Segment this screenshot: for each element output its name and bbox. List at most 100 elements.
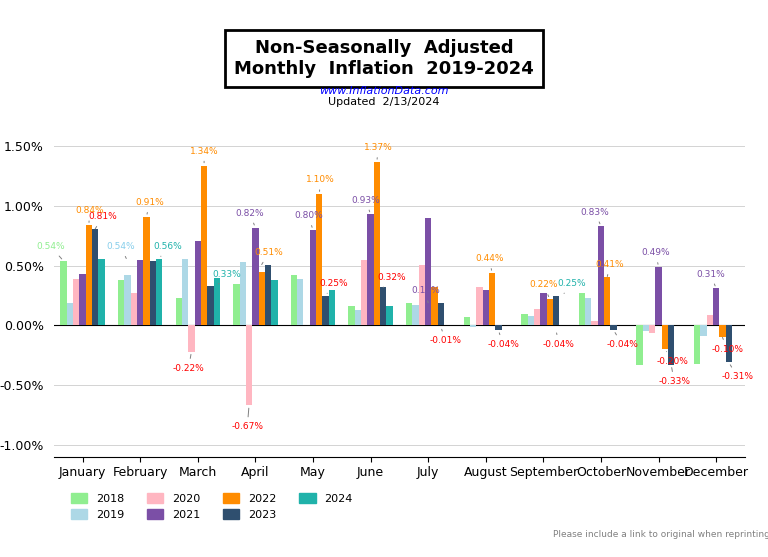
Bar [521, 314, 528, 325]
Bar [412, 305, 419, 325]
Bar [438, 303, 444, 325]
Bar [367, 214, 374, 325]
Bar [598, 226, 604, 325]
Bar [649, 325, 655, 333]
Text: 0.19%: 0.19% [411, 286, 439, 303]
Bar [323, 296, 329, 325]
Bar [233, 284, 240, 325]
Bar [355, 310, 361, 325]
Bar [150, 261, 156, 325]
Text: 0.51%: 0.51% [254, 248, 283, 265]
Bar [432, 287, 438, 325]
Bar [464, 317, 470, 325]
Text: 0.82%: 0.82% [235, 209, 264, 225]
Bar [637, 325, 643, 365]
Bar [92, 229, 98, 325]
Text: 0.31%: 0.31% [696, 270, 725, 286]
Bar [425, 218, 432, 325]
Bar [380, 287, 386, 325]
Bar [655, 267, 662, 325]
Bar [361, 260, 367, 325]
Bar [547, 299, 553, 325]
Bar [476, 287, 482, 325]
Bar [144, 217, 150, 325]
Text: 0.41%: 0.41% [596, 260, 624, 276]
Text: 0.54%: 0.54% [106, 242, 135, 258]
Bar [419, 265, 425, 325]
Bar [214, 278, 220, 325]
Bar [194, 241, 201, 325]
Bar [201, 165, 207, 325]
Text: Non-Seasonally  Adjusted
Monthly  Inflation  2019-2024: Non-Seasonally Adjusted Monthly Inflatio… [234, 39, 534, 78]
Bar [662, 325, 668, 349]
Bar [707, 315, 713, 325]
Text: 0.49%: 0.49% [641, 248, 670, 264]
Bar [176, 298, 182, 325]
Bar [374, 162, 380, 325]
Bar [182, 258, 188, 325]
Bar [585, 298, 591, 325]
Text: 0.80%: 0.80% [294, 211, 323, 227]
Text: -0.20%: -0.20% [657, 351, 689, 366]
Text: 1.34%: 1.34% [190, 146, 218, 163]
Text: 0.83%: 0.83% [581, 208, 610, 224]
Bar [489, 273, 495, 325]
Bar [252, 228, 259, 325]
Text: 1.37%: 1.37% [364, 143, 392, 159]
Text: 0.84%: 0.84% [75, 206, 104, 222]
Bar [297, 279, 303, 325]
Bar [188, 325, 194, 351]
Bar [131, 293, 137, 325]
Legend: 2018, 2019, 2020, 2021, 2022, 2023, 2024: 2018, 2019, 2020, 2021, 2022, 2023, 2024 [66, 488, 357, 525]
Text: 0.91%: 0.91% [135, 198, 164, 214]
Bar [386, 306, 392, 325]
Bar [534, 309, 540, 325]
Bar [349, 306, 355, 325]
Bar [316, 194, 323, 325]
Bar [611, 325, 617, 330]
Bar [726, 325, 732, 363]
Text: 0.32%: 0.32% [377, 273, 406, 287]
Text: 0.54%: 0.54% [37, 242, 65, 259]
Text: Please include a link to original when reprinting: Please include a link to original when r… [553, 530, 768, 539]
Bar [643, 325, 649, 331]
Bar [86, 225, 92, 325]
Bar [265, 265, 271, 325]
Bar [700, 325, 707, 336]
Text: Updated  2/13/2024: Updated 2/13/2024 [328, 97, 440, 107]
Bar [98, 258, 104, 325]
Text: 1.10%: 1.10% [306, 175, 335, 192]
Bar [553, 296, 559, 325]
Bar [591, 321, 598, 325]
Text: -0.10%: -0.10% [711, 338, 743, 354]
Text: 0.25%: 0.25% [319, 279, 348, 294]
Bar [329, 290, 335, 325]
Bar [61, 261, 67, 325]
Bar [482, 290, 489, 325]
Bar [73, 279, 79, 325]
Bar [240, 262, 246, 325]
Bar [137, 260, 144, 325]
Text: -0.31%: -0.31% [721, 365, 753, 382]
Bar [310, 230, 316, 325]
Bar [259, 272, 265, 325]
Text: 0.25%: 0.25% [558, 279, 586, 294]
Text: 0.33%: 0.33% [213, 270, 241, 284]
Text: -0.22%: -0.22% [173, 354, 204, 373]
Bar [156, 258, 162, 325]
Bar [207, 286, 214, 325]
Bar [124, 275, 131, 325]
Text: www.InflationData.com: www.InflationData.com [319, 86, 449, 96]
Bar [271, 280, 277, 325]
Text: -0.04%: -0.04% [543, 333, 575, 349]
Bar [246, 325, 252, 405]
Bar [579, 293, 585, 325]
Text: 0.81%: 0.81% [88, 212, 117, 229]
Text: 0.22%: 0.22% [530, 280, 558, 297]
Bar [713, 289, 720, 325]
Text: -0.04%: -0.04% [606, 333, 638, 349]
Bar [495, 325, 502, 330]
Text: 0.44%: 0.44% [475, 254, 504, 270]
Text: 0.93%: 0.93% [352, 196, 380, 212]
Bar [694, 325, 700, 364]
